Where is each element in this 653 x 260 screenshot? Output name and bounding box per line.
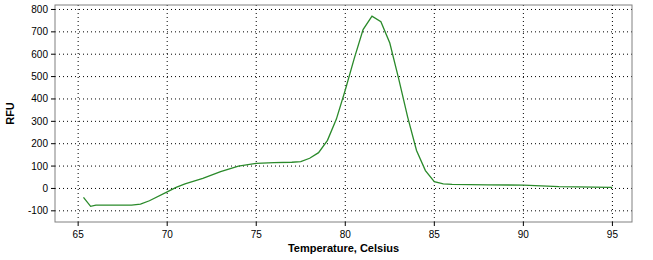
y-tick-label: 600 bbox=[31, 49, 48, 60]
tick bbox=[51, 9, 55, 10]
grid-line bbox=[55, 210, 632, 211]
tick bbox=[51, 166, 55, 167]
tick bbox=[167, 222, 168, 226]
series bbox=[83, 16, 612, 206]
y-tick-label: 500 bbox=[31, 71, 48, 82]
tick bbox=[434, 222, 435, 226]
grid-line bbox=[256, 5, 257, 222]
grid-line bbox=[523, 5, 524, 222]
tick bbox=[345, 222, 346, 226]
tick bbox=[51, 98, 55, 99]
x-tick-label: 95 bbox=[607, 229, 619, 240]
x-tick-label: 65 bbox=[73, 229, 85, 240]
y-tick-label: 200 bbox=[31, 138, 48, 149]
frame bbox=[55, 5, 632, 222]
grid-line bbox=[55, 54, 632, 55]
tick bbox=[51, 210, 55, 211]
grid-line bbox=[55, 31, 632, 32]
y-tick-label: 800 bbox=[31, 4, 48, 15]
grid-line bbox=[167, 5, 168, 222]
grid-line bbox=[55, 9, 632, 10]
x-tick-label: 70 bbox=[162, 229, 174, 240]
x-tick-label: 85 bbox=[429, 229, 441, 240]
y-tick-label: 700 bbox=[31, 26, 48, 37]
grid-line bbox=[55, 188, 632, 189]
y-tick-label: -100 bbox=[28, 205, 48, 216]
y-tick-label: 300 bbox=[31, 116, 48, 127]
tick bbox=[51, 76, 55, 77]
grid-line bbox=[612, 5, 613, 222]
grid-line bbox=[55, 143, 632, 144]
chart: 65 70 75 80 85 90 95 -100 0 100 200 300 400 500 600 700… bbox=[0, 0, 653, 260]
grid-line bbox=[55, 98, 632, 99]
grid-line bbox=[78, 5, 79, 222]
grid-line bbox=[55, 121, 632, 122]
tick bbox=[51, 31, 55, 32]
tick bbox=[51, 54, 55, 55]
tick bbox=[51, 121, 55, 122]
y-tick-label: 400 bbox=[31, 93, 48, 104]
x-tick-label: 75 bbox=[251, 229, 263, 240]
plot-area bbox=[55, 5, 632, 222]
x-axis-label: Temperature, Celsius bbox=[288, 242, 399, 254]
melt-curve bbox=[83, 16, 612, 206]
y-tick-label: 0 bbox=[42, 183, 48, 194]
x-tick-label: 90 bbox=[518, 229, 530, 240]
grid-line bbox=[55, 76, 632, 77]
tick bbox=[51, 188, 55, 189]
x-tick-label: 80 bbox=[340, 229, 352, 240]
y-tick-label: 100 bbox=[31, 161, 48, 172]
grid-line bbox=[345, 5, 346, 222]
tick bbox=[78, 222, 79, 226]
grid-line bbox=[434, 5, 435, 222]
tick bbox=[51, 143, 55, 144]
grid-line bbox=[55, 166, 632, 167]
y-axis-label: RFU bbox=[4, 102, 16, 125]
tick bbox=[523, 222, 524, 226]
tick bbox=[256, 222, 257, 226]
tick bbox=[612, 222, 613, 226]
